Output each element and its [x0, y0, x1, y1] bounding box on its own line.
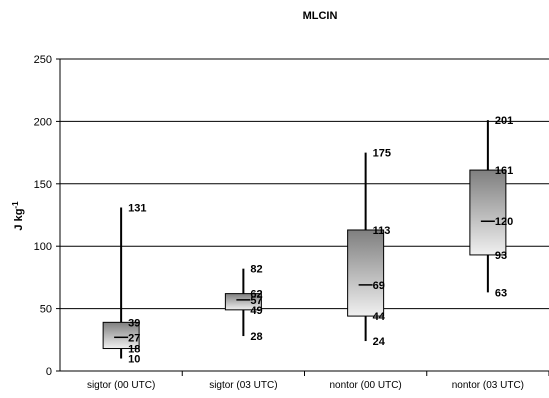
median-label: 120: [495, 216, 513, 228]
y-axis-label: J kg-1: [11, 201, 25, 231]
min-label: 24: [373, 336, 386, 348]
q1-label: 44: [373, 311, 386, 323]
x-category-label: nontor (03 UTC): [452, 380, 524, 391]
x-axis-categories: sigtor (00 UTC) sigtor (03 UTC) nontor (00…: [87, 371, 549, 391]
x-category-label: sigtor (03 UTC): [209, 380, 277, 391]
y-tick-label: 150: [34, 179, 52, 191]
y-axis-ticks: 0 50 100 150 200 250: [34, 54, 60, 378]
min-label: 10: [128, 354, 140, 366]
median-label: 57: [250, 295, 262, 307]
q3-label: 62: [250, 289, 262, 301]
max-label: 175: [373, 148, 391, 160]
q3-label: 113: [373, 225, 391, 237]
y-tick-label: 250: [34, 54, 52, 66]
y-tick-label: 200: [34, 116, 52, 128]
min-label: 28: [250, 331, 262, 343]
iqr-box: [469, 169, 507, 256]
x-category-label: sigtor (00 UTC): [87, 380, 155, 391]
iqr-box: [224, 293, 262, 311]
box: 201 161 120 93 63: [469, 115, 513, 299]
chart-title: MLCIN: [303, 10, 338, 22]
y-tick-label: 0: [46, 366, 52, 378]
median-label: 69: [373, 280, 385, 292]
max-label: 82: [250, 264, 262, 276]
iqr-box: [102, 321, 140, 350]
q1-label: 18: [128, 344, 140, 356]
q3-label: 161: [495, 165, 513, 177]
max-label: 131: [128, 203, 146, 215]
iqr-box: [347, 229, 385, 317]
q1-label: 49: [250, 305, 262, 317]
median-label: 27: [128, 332, 140, 344]
q1-label: 93: [495, 250, 507, 262]
min-label: 63: [495, 287, 507, 299]
max-label: 201: [495, 115, 513, 127]
y-tick-label: 50: [40, 304, 52, 316]
y-tick-label: 100: [34, 241, 52, 253]
q3-label: 39: [128, 317, 140, 329]
gridlines: [60, 58, 549, 310]
box: 175 113 69 44 24: [347, 148, 391, 348]
x-category-label: nontor (00 UTC): [330, 380, 402, 391]
